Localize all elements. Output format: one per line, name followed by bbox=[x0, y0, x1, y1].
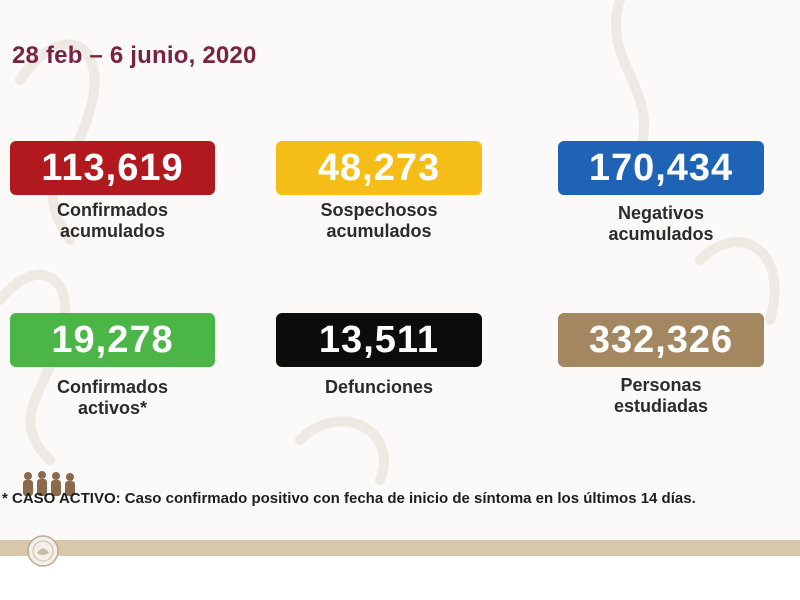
active-confirmed-value: 19,278 bbox=[51, 318, 174, 361]
confirmed-cumulative-value: 113,619 bbox=[41, 146, 184, 189]
studied-persons-box: 332,326 bbox=[558, 313, 764, 367]
suspected-cumulative-label: Sospechosos acumulados bbox=[320, 200, 438, 241]
footer-bottom bbox=[0, 556, 800, 600]
date-range-title: 28 feb – 6 junio, 2020 bbox=[12, 42, 257, 69]
deaths-label: Defunciones bbox=[324, 377, 434, 397]
active-confirmed-label: Confirmados activos* bbox=[56, 377, 168, 418]
negative-cumulative-value: 170,434 bbox=[588, 146, 734, 189]
studied-persons-label: Personas estudiadas bbox=[613, 375, 709, 416]
government-seal-icon bbox=[27, 535, 59, 567]
deaths-value: 13,511 bbox=[318, 318, 440, 361]
deaths-box: 13,511 bbox=[276, 313, 482, 367]
suspected-cumulative-value: 48,273 bbox=[317, 146, 441, 189]
historic-figures-icon bbox=[23, 471, 75, 496]
confirmed-cumulative-box: 113,619 bbox=[10, 141, 215, 195]
negative-cumulative-box: 170,434 bbox=[558, 141, 764, 195]
footer-band bbox=[0, 540, 800, 556]
studied-persons-value: 332,326 bbox=[588, 318, 734, 361]
confirmed-cumulative-label: Confirmados acumulados bbox=[56, 200, 168, 241]
suspected-cumulative-box: 48,273 bbox=[276, 141, 482, 195]
active-confirmed-box: 19,278 bbox=[10, 313, 215, 367]
negative-cumulative-label: Negativos acumulados bbox=[608, 203, 714, 244]
active-case-footnote: * CASO ACTIVO: Caso confirmado positivo … bbox=[2, 490, 696, 507]
